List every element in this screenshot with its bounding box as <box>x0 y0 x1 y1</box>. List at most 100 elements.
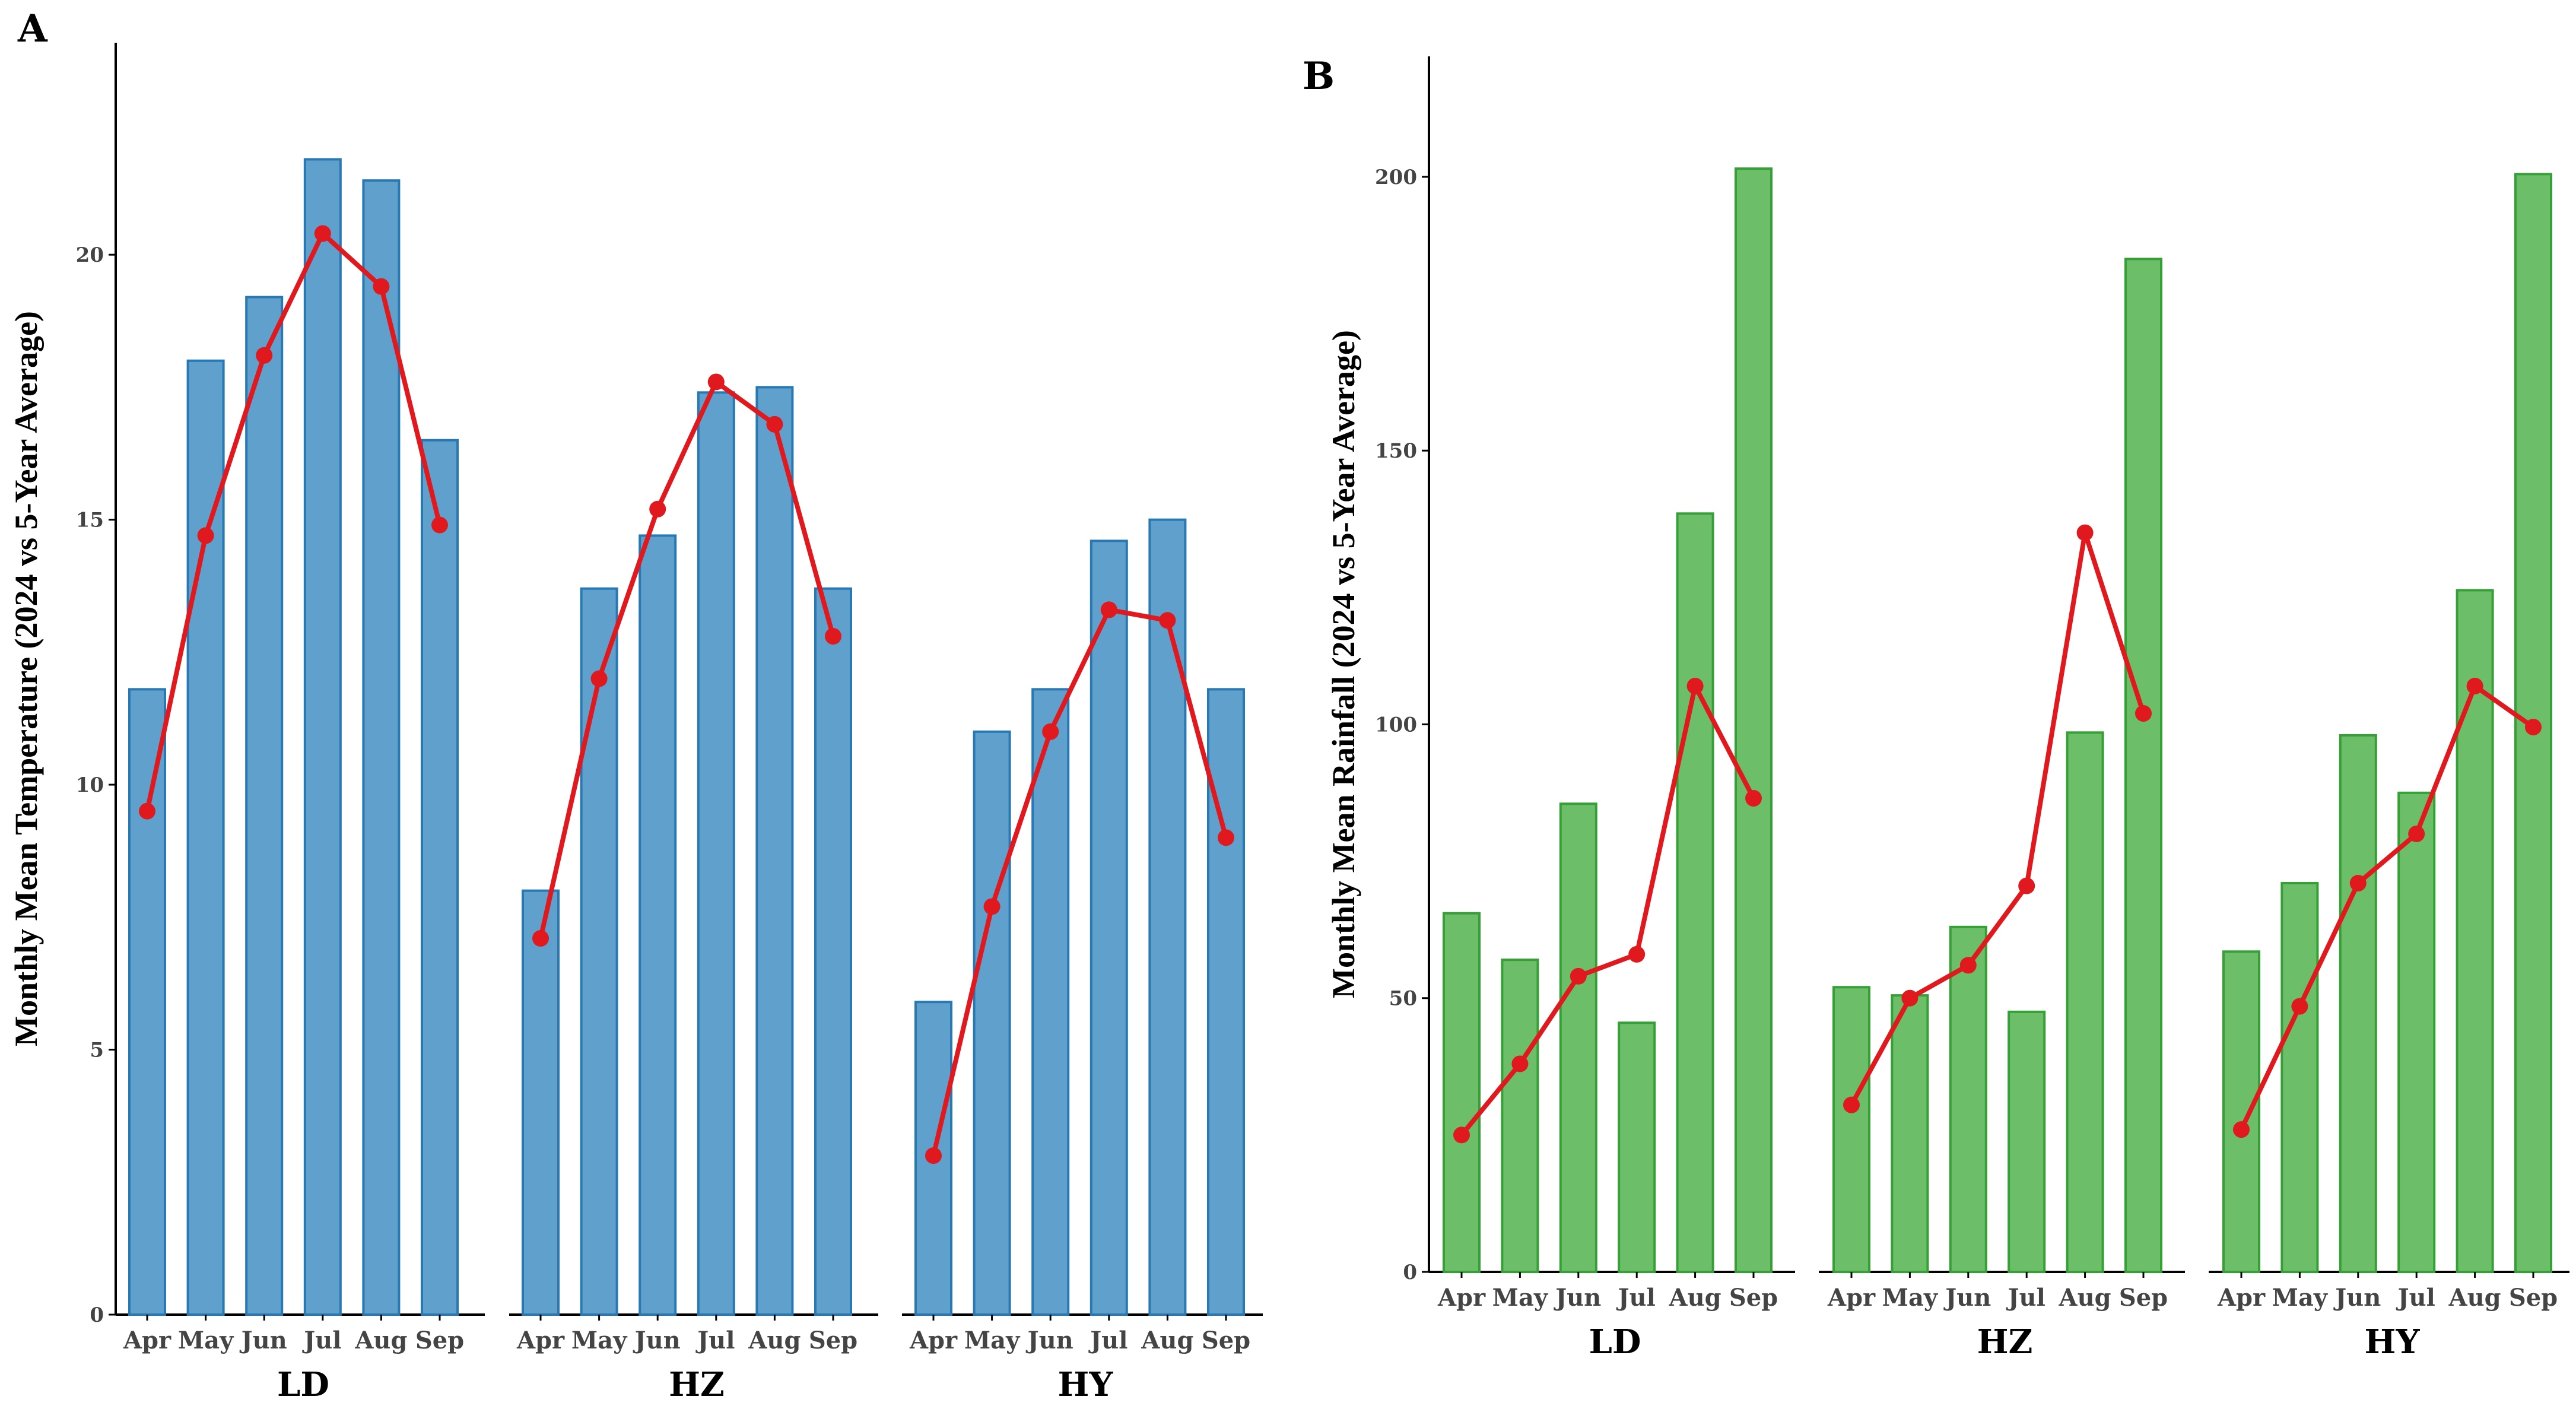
bar-may <box>186 359 225 1316</box>
bar-jul <box>1090 540 1128 1316</box>
bar-jul <box>697 391 735 1316</box>
bar-jun <box>1031 688 1070 1316</box>
bar-sep <box>421 439 459 1316</box>
x-tick-label: Aug <box>354 1327 407 1354</box>
bar-aug <box>1148 518 1187 1316</box>
y-tick-label: 50 <box>1389 987 1417 1011</box>
bar-jun <box>1559 802 1597 1274</box>
facet-label: HZ <box>1977 1322 2033 1362</box>
x-tick-label: Apr <box>516 1327 565 1354</box>
average-point-jul <box>2408 825 2425 842</box>
panel-letter: A <box>17 7 48 51</box>
y-tick-label: 10 <box>76 773 104 797</box>
average-point-may <box>2291 998 2308 1015</box>
average-point-may <box>1901 989 1918 1007</box>
y-tick-label: 5 <box>90 1039 104 1062</box>
facet-label: LD <box>277 1365 329 1404</box>
average-point-sep <box>1218 829 1234 846</box>
bar-may <box>973 730 1011 1316</box>
average-point-jun <box>2349 875 2367 892</box>
x-tick-label: Jun <box>633 1327 681 1354</box>
facet-label: HY <box>1058 1365 1114 1404</box>
x-tick-label: Aug <box>2059 1284 2111 1312</box>
average-point-aug <box>766 415 783 433</box>
facet-hy: Apr May Jun Jul Aug Sep HY <box>902 518 1263 1404</box>
x-tick-label: Sep <box>2119 1284 2168 1312</box>
average-line <box>1849 530 2146 1106</box>
bar-apr <box>2222 950 2260 1273</box>
facet-hz: Apr May Jun Jul Aug Sep HZ <box>1819 258 2185 1362</box>
x-tick-label: May <box>571 1327 628 1354</box>
average-point-apr <box>2233 1121 2250 1138</box>
bar-may <box>580 587 618 1316</box>
bar-aug <box>2456 589 2494 1273</box>
average-line <box>2239 683 2535 1131</box>
bar-apr <box>1832 986 1870 1274</box>
average-line <box>145 231 442 812</box>
x-tick-label: Sep <box>809 1327 857 1354</box>
bar-apr <box>128 688 166 1316</box>
x-tick-label: May <box>1492 1284 1549 1312</box>
x-tick-label: Aug <box>748 1327 801 1354</box>
x-tick-label: Apr <box>1827 1284 1876 1312</box>
bar-may <box>1501 959 1539 1273</box>
bar-jul <box>2397 791 2436 1274</box>
average-point-sep <box>2135 705 2152 722</box>
x-tick-label: Apr <box>123 1327 171 1354</box>
average-line <box>931 607 1228 1157</box>
x-tick-label: May <box>964 1327 1021 1354</box>
y-tick-label: 15 <box>76 509 104 532</box>
x-tick-label: Aug <box>2448 1284 2501 1312</box>
average-point-aug <box>2466 677 2483 694</box>
x-tick-label: Jul <box>695 1327 735 1354</box>
y-tick-label: 150 <box>1375 439 1417 463</box>
bar-jun <box>2339 734 2377 1274</box>
x-tick-label: May <box>2272 1284 2329 1312</box>
average-point-sep <box>2525 719 2542 736</box>
y-tick-label: 20 <box>76 243 104 267</box>
bar-jul <box>2008 1010 2046 1273</box>
x-tick-label: Sep <box>1202 1327 1250 1354</box>
average-point-jul <box>314 225 331 242</box>
average-point-sep <box>1745 790 1762 807</box>
average-point-jun <box>256 347 273 364</box>
bar-aug <box>755 386 794 1316</box>
bar-apr <box>522 889 560 1316</box>
bar-may <box>2280 882 2319 1273</box>
y-tick-label: 0 <box>90 1303 104 1327</box>
average-point-aug <box>1159 612 1176 629</box>
average-line <box>538 379 836 939</box>
average-point-jun <box>1570 967 1587 985</box>
x-tick-label: Jul <box>2006 1284 2045 1312</box>
x-tick-label: Apr <box>909 1327 958 1354</box>
average-point-jun <box>649 500 666 518</box>
bar-jul <box>303 158 342 1316</box>
average-point-may <box>983 898 1000 915</box>
x-tick-label: Jun <box>1026 1327 1073 1354</box>
average-point-sep <box>825 628 841 645</box>
facet-label: HY <box>2365 1322 2421 1362</box>
average-point-jun <box>1959 957 1977 974</box>
average-point-may <box>1511 1055 1529 1072</box>
bar-may <box>1891 994 1929 1273</box>
bar-jul <box>1618 1021 1656 1273</box>
bar-jun <box>1949 925 1987 1273</box>
average-point-apr <box>532 930 549 947</box>
x-tick-label: May <box>1882 1284 1939 1312</box>
x-tick-label: Jul <box>1616 1284 1656 1312</box>
chart-panel-a: A Monthly Mean Temperature (2024 vs 5-Yea… <box>8 7 1263 1404</box>
y-tick-label: 100 <box>1375 713 1417 737</box>
facet-label: HZ <box>669 1365 725 1404</box>
facet-label: LD <box>1589 1322 1641 1362</box>
x-tick-label: Jun <box>240 1327 287 1354</box>
average-point-apr <box>1453 1126 1470 1144</box>
average-point-aug <box>2076 524 2094 541</box>
average-point-jul <box>707 373 725 391</box>
bar-jun <box>639 534 677 1316</box>
average-point-aug <box>1686 677 1704 694</box>
bar-aug <box>1676 512 1714 1274</box>
x-tick-label: Jun <box>1554 1284 1601 1312</box>
